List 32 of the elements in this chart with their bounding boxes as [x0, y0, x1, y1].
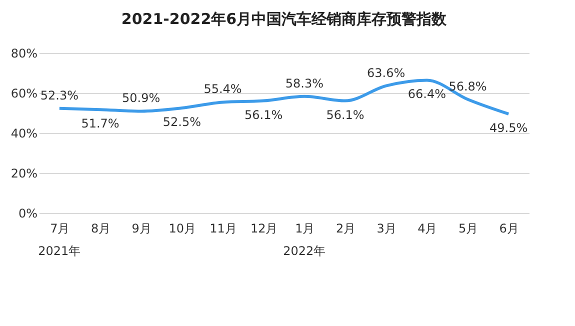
chart-title: 2021-2022年6月中国汽车经销商库存预警指数: [121, 10, 448, 28]
x-tick-label: 6月: [499, 222, 519, 236]
x-tick-label: 3月: [376, 222, 396, 236]
y-tick-label: 80%: [10, 46, 38, 60]
x-tick-label: 2月: [336, 222, 356, 236]
text: 66.4%: [408, 87, 446, 102]
text: 51.7%: [81, 116, 120, 131]
text: 52.5%: [162, 115, 201, 129]
y-tick-label: 40%: [10, 126, 38, 140]
text: 56.1%: [326, 108, 364, 122]
y-tick-label: 0%: [18, 206, 38, 220]
text: 50.9%: [122, 91, 160, 106]
x-tick-label: 7月: [50, 222, 70, 236]
text: 55.4%: [204, 82, 242, 96]
text: 2022年: [283, 244, 326, 258]
text: 56.1%: [244, 108, 283, 122]
x-tick-label: 9月: [132, 222, 152, 236]
text: 52.3%: [40, 88, 78, 102]
x-tick-label: 5月: [458, 222, 478, 236]
text: 56.8%: [448, 79, 487, 94]
x-tick-label: 11月: [210, 222, 237, 236]
text: 2021年: [38, 244, 81, 258]
text: 58.3%: [285, 76, 324, 90]
text: 49.5%: [490, 121, 528, 135]
x-tick-label: 10月: [168, 222, 196, 236]
text: 63.6%: [367, 66, 406, 80]
y-tick-label: 60%: [10, 86, 38, 100]
x-tick-label: 8月: [90, 222, 111, 236]
x-tick-label: 1月: [295, 222, 315, 236]
y-tick-label: 20%: [10, 166, 38, 180]
x-tick-label: 4月: [418, 222, 438, 236]
x-tick-label: 12月: [250, 222, 278, 236]
